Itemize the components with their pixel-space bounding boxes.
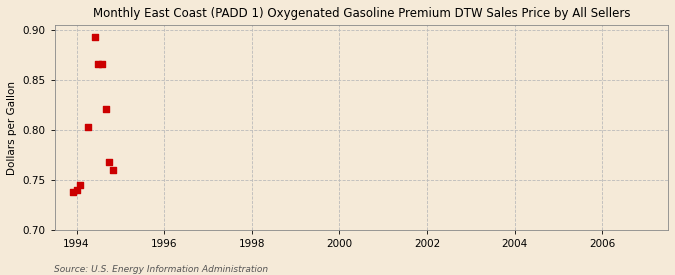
Point (68, 190, 78, 194)
Point (97, 62, 107, 66)
Point (93, 62, 104, 66)
Point (82, 125, 93, 129)
Point (107, 168, 118, 172)
Point (101, 107, 111, 111)
Point (71, 188, 82, 192)
Y-axis label: Dollars per Gallon: Dollars per Gallon (7, 81, 17, 175)
Title: Monthly East Coast (PADD 1) Oxygenated Gasoline Premium DTW Sales Price by All S: Monthly East Coast (PADD 1) Oxygenated G… (92, 7, 630, 20)
Point (89, 35, 100, 39)
Point (75, 183, 86, 187)
Point (104, 160, 115, 164)
Text: Source: U.S. Energy Information Administration: Source: U.S. Energy Information Administ… (54, 265, 268, 274)
